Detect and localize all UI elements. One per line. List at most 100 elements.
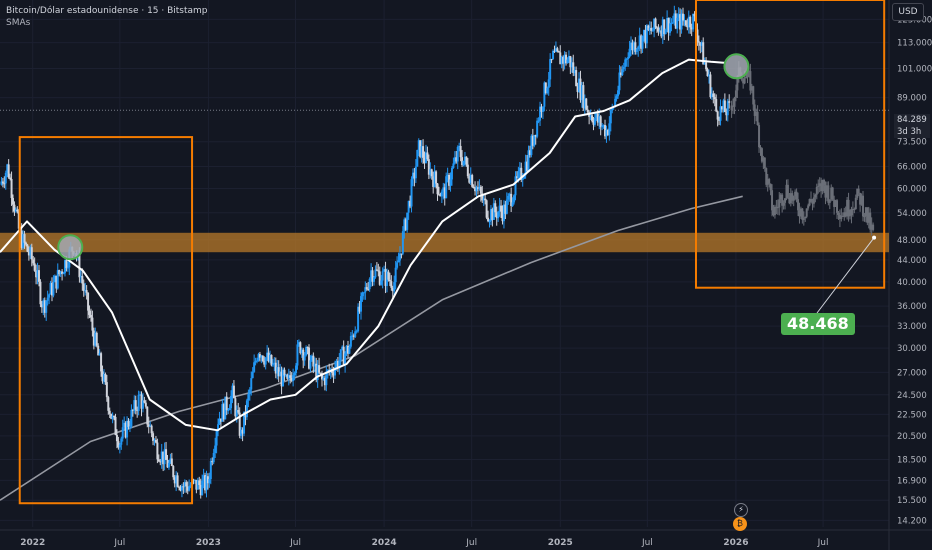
candle-body: [39, 281, 42, 305]
candle-body: [325, 371, 328, 386]
y-tick-label: 27.000: [897, 368, 927, 378]
candle-body: [870, 224, 873, 230]
candle-body: [766, 179, 769, 185]
candle-body: [510, 193, 513, 207]
candle-body: [313, 363, 316, 367]
candle-body: [290, 377, 293, 381]
candle-body: [657, 27, 660, 32]
event-flag-icon[interactable]: ₿: [733, 517, 747, 531]
candle-body: [214, 445, 217, 453]
candle-body: [110, 413, 113, 419]
candle-body: [264, 357, 267, 365]
candle-body: [573, 70, 576, 74]
candle-body: [401, 231, 404, 254]
candle-body: [462, 160, 465, 166]
candle-body: [383, 269, 386, 272]
countdown-label: 3d 3h: [894, 126, 930, 138]
candle-body: [498, 205, 501, 212]
candle-body: [128, 426, 131, 428]
candle-body: [658, 30, 661, 32]
candle-body: [580, 85, 583, 101]
candle-body: [95, 332, 98, 346]
candle-body: [101, 371, 104, 382]
candle-body: [440, 191, 443, 197]
candle-body: [630, 42, 633, 49]
candle-body: [230, 395, 233, 409]
candle-body: [531, 135, 534, 146]
candle-body: [436, 183, 439, 195]
candle-body: [196, 480, 199, 490]
candle-body: [673, 13, 676, 23]
candle-body: [605, 130, 608, 137]
candle-body: [782, 202, 785, 206]
candle-body: [114, 416, 117, 435]
candle-body: [488, 220, 491, 222]
candle-body: [637, 46, 640, 50]
candle-body: [582, 85, 585, 109]
candle-body: [684, 20, 687, 26]
candle-body: [100, 353, 103, 372]
candle-body: [814, 194, 817, 198]
candle-body: [115, 434, 118, 442]
candle-body: [798, 210, 801, 217]
candle-body: [608, 123, 611, 135]
candle-body: [815, 186, 818, 195]
candle-body: [866, 207, 869, 223]
candle-body: [752, 86, 755, 105]
candle-body: [844, 212, 847, 217]
candle-body: [547, 79, 550, 88]
candle-body: [768, 179, 771, 184]
candle-body: [604, 125, 607, 137]
candle-body: [397, 260, 400, 263]
candle-body: [154, 439, 157, 443]
candle-body: [836, 200, 839, 213]
candle-body: [598, 116, 601, 123]
candle-body: [260, 355, 263, 358]
candle-body: [427, 159, 430, 175]
candle-body: [351, 335, 354, 337]
candle-body: [235, 410, 238, 417]
candle-body: [228, 408, 231, 411]
candle-body: [851, 208, 854, 210]
candle-body: [702, 42, 705, 65]
symbol-title[interactable]: Bitcoin/Dólar estadounidense · 15 · Bits…: [6, 6, 208, 16]
indicator-label[interactable]: SMAs: [6, 18, 31, 28]
candle-body: [37, 270, 40, 282]
candle-body: [728, 101, 731, 103]
lightning-icon[interactable]: ⚡: [734, 503, 748, 517]
candle-body: [817, 185, 820, 187]
candle-body: [124, 422, 127, 438]
candle-body: [481, 193, 484, 201]
candle-body: [734, 90, 737, 98]
candle-body: [733, 97, 736, 107]
candle-body: [706, 69, 709, 77]
candle-body: [178, 486, 181, 488]
candle-body: [492, 203, 495, 220]
candle-body: [650, 27, 653, 31]
candle-body: [576, 86, 579, 92]
candle-body: [237, 410, 240, 413]
candle-body: [681, 13, 684, 21]
candle-body: [282, 369, 285, 387]
candle-body: [396, 262, 399, 268]
y-tick-label: 20.500: [897, 432, 927, 442]
candle-body: [618, 72, 621, 91]
candle-body: [521, 178, 524, 180]
candle-body: [424, 152, 427, 163]
candle-body: [713, 97, 716, 100]
candle-body: [248, 389, 251, 395]
candle-body: [91, 317, 94, 331]
candle-body: [150, 425, 153, 434]
candle-body: [583, 98, 586, 109]
candle-body: [697, 41, 700, 43]
candle-body: [621, 69, 624, 76]
candle-body: [693, 13, 696, 17]
candle-body: [769, 183, 772, 191]
candle-body: [619, 72, 622, 76]
currency-button[interactable]: USD: [892, 3, 924, 21]
candle-body: [841, 215, 844, 217]
candle-body: [476, 187, 479, 189]
candle-body: [445, 176, 448, 199]
candle-body: [318, 365, 321, 373]
